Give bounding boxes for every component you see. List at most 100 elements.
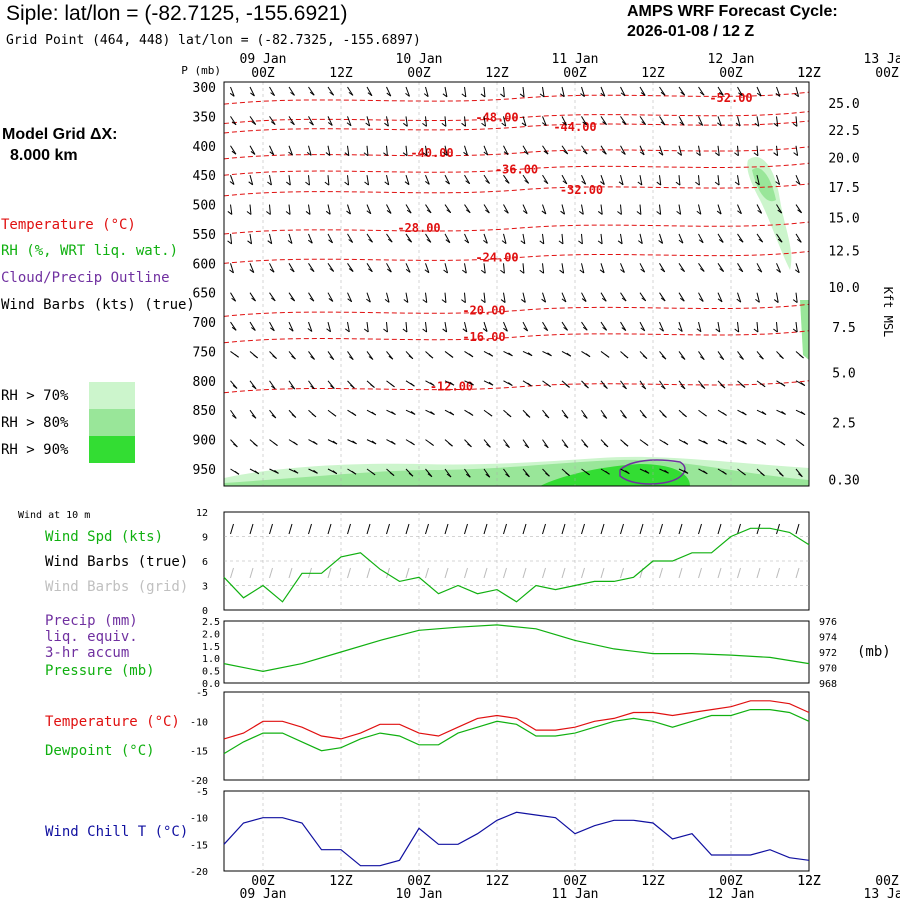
wind-barb — [698, 292, 704, 302]
wind-barb-flag — [600, 181, 605, 185]
wind-barb — [561, 263, 565, 274]
wind-barb-flag — [352, 440, 357, 445]
wind-barb-flag — [799, 354, 804, 359]
wind-barb-flag — [480, 93, 486, 98]
wind-barb-flag — [776, 269, 781, 273]
wind-barb-flag — [405, 92, 410, 97]
wind-barb-flag — [500, 269, 505, 274]
wind-barb — [620, 321, 627, 331]
wind-barb-flag — [780, 382, 786, 387]
wind-barb — [483, 468, 491, 478]
wind-barb — [717, 116, 722, 126]
wind-barb-flag — [348, 239, 353, 243]
wind-barb — [737, 86, 743, 96]
wind-barb-flag — [506, 413, 512, 418]
wind-barb — [698, 145, 701, 156]
wind-barb — [639, 263, 646, 273]
wind-barb-flag — [698, 122, 703, 126]
wind-barb — [620, 86, 626, 97]
pressure-ytick: 968 — [819, 679, 837, 690]
wind-barb-flag — [324, 181, 330, 186]
temp-ytick: -5 — [196, 688, 208, 699]
wind-barb-flag — [792, 299, 798, 304]
wind-barb-flag — [758, 238, 764, 243]
wind-barb — [522, 174, 530, 184]
wind-barb-flag — [539, 93, 545, 98]
wind-barb-flag — [429, 382, 435, 387]
wind-barb — [230, 233, 233, 244]
wind-barb-flag — [603, 385, 608, 389]
wind-barb — [288, 175, 291, 186]
wind-barb-flag — [680, 297, 685, 302]
wind-barb-flag — [683, 469, 689, 474]
model-grid-label: Model Grid ΔX: — [2, 126, 118, 143]
wind10m-barb-grid — [659, 567, 663, 579]
wind-barb-flag — [427, 473, 433, 478]
wind-barb-flag — [465, 180, 470, 185]
wind-barb — [561, 174, 568, 185]
bottom-time-tick: 00Z — [407, 874, 431, 889]
wind-barb-flag — [331, 412, 337, 417]
wind10m-barb-true — [386, 523, 390, 535]
wind-barb-flag — [703, 440, 708, 445]
wind-barb — [600, 116, 607, 125]
wind10m-frame — [223, 511, 810, 611]
wind-barb-flag — [422, 122, 427, 127]
wind-barb — [347, 263, 354, 272]
wind-barb-flag — [640, 92, 646, 96]
wind-barb-flag — [599, 269, 605, 274]
pressure-tick-label: 850 — [193, 404, 216, 419]
wind-barb-flag — [579, 210, 584, 215]
wind-barbs-grid-label: Wind Barbs (grid) — [45, 579, 189, 595]
wind-speed-label: Wind Spd (kts) — [45, 529, 164, 545]
wind-barb — [776, 263, 782, 273]
wind-barb-flag — [485, 473, 491, 478]
wind-barb-flag — [365, 122, 370, 127]
wind-barb-flag — [403, 122, 408, 127]
pressure-ytick: 974 — [819, 633, 837, 644]
wind-barb — [620, 175, 624, 185]
wind-barb-flag — [544, 414, 550, 419]
precip-ytick: 2.0 — [202, 629, 220, 640]
wind-barb-flag — [383, 152, 388, 157]
wind-barb-flag — [699, 268, 705, 272]
wind-barb-flag — [660, 268, 666, 273]
wind-barb-flag — [426, 238, 432, 243]
precip-label: Precip (mm) — [45, 613, 138, 629]
wind-barb — [308, 116, 314, 126]
wind10m-barb-true — [600, 523, 605, 535]
temp-ytick: -10 — [190, 717, 208, 728]
pressure-ytick: 972 — [819, 648, 837, 659]
wind-barb-flag — [403, 299, 409, 303]
wind10m-barb-grid — [366, 567, 371, 579]
wind-barb-flag — [463, 151, 468, 156]
wind-barb-flag — [656, 211, 661, 215]
wind10m-barb-grid — [600, 567, 605, 579]
wind-barb-flag — [346, 122, 352, 127]
wind-barb — [249, 292, 256, 302]
kft-axis-label: Kft MSL — [881, 287, 895, 338]
wind-barb — [483, 321, 488, 332]
wind-barb-flag — [234, 470, 240, 475]
wind-barb — [698, 86, 705, 96]
wind-barb-flag — [410, 441, 415, 446]
wind-barb — [795, 145, 799, 156]
wind-barb-flag — [560, 210, 565, 215]
dewpoint-line — [223, 708, 810, 755]
kft-tick-label: 10.0 — [828, 281, 859, 296]
wind-barb-flag — [640, 327, 646, 332]
top-time-tick: 00Z — [407, 66, 431, 81]
legend-temperature: Temperature (°C) — [1, 217, 136, 233]
isotherm-line — [223, 111, 810, 125]
wind-barb-flag — [719, 92, 724, 96]
wind-barb-flag — [519, 269, 525, 274]
wind-barb-flag — [307, 328, 313, 332]
wind-barb-flag — [442, 328, 447, 333]
wind-barb — [659, 233, 664, 244]
wind-barb — [425, 233, 432, 243]
wind-barb-flag — [563, 326, 568, 331]
wind-barb — [503, 145, 509, 155]
bottom-date-label: 11 Jan — [552, 887, 599, 900]
wind-barb-flag — [597, 211, 603, 215]
wind-barb-flag — [675, 181, 681, 186]
